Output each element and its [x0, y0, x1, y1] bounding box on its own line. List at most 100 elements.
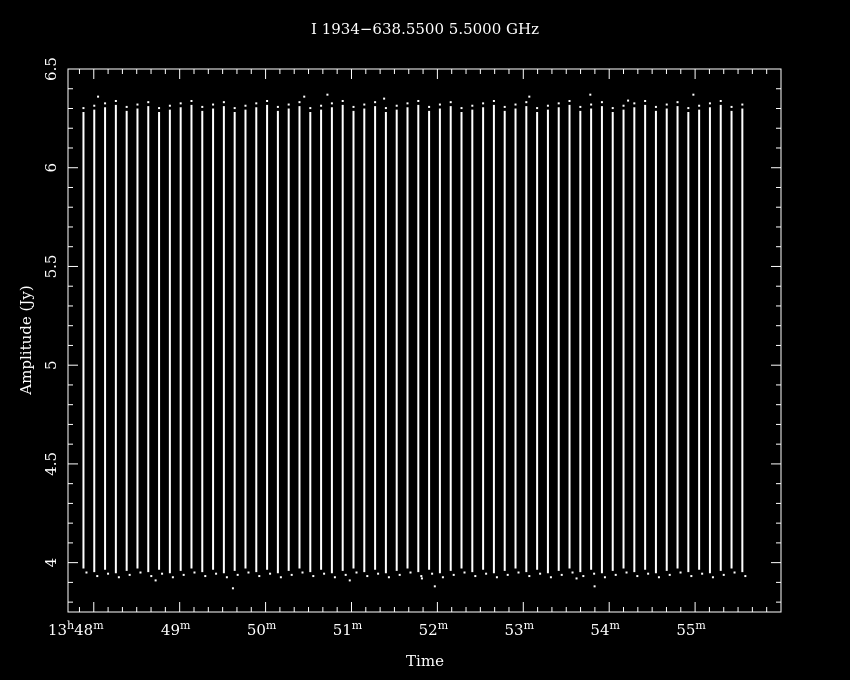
- y-tick-labels: 4 4.5 5 5.5 6 6.5: [42, 57, 60, 567]
- data-point: [168, 104, 171, 107]
- data-point: [258, 575, 261, 578]
- x-tick-label: 55m: [676, 619, 706, 639]
- data-point: [320, 104, 323, 107]
- data-point: [139, 571, 142, 574]
- data-point: [614, 573, 617, 576]
- axis-ticks: [68, 68, 782, 612]
- data-point: [290, 573, 293, 576]
- outlier-point: [383, 97, 386, 100]
- data-point: [117, 576, 120, 579]
- data-point: [636, 575, 639, 578]
- outlier-point: [303, 95, 306, 98]
- data-point: [406, 102, 409, 105]
- data-point: [514, 103, 517, 106]
- data-point: [603, 576, 606, 579]
- x-tick-label: 53m: [505, 619, 535, 639]
- data-point: [698, 104, 701, 107]
- data-point: [744, 575, 747, 578]
- data-point: [647, 572, 650, 575]
- data-point: [593, 572, 596, 575]
- data-point: [428, 105, 431, 108]
- data-point: [571, 571, 574, 574]
- outlier-point: [348, 579, 351, 582]
- data-point: [96, 575, 99, 578]
- data-point: [485, 572, 488, 575]
- data-point: [222, 101, 225, 104]
- data-point: [463, 571, 466, 574]
- data-point: [622, 104, 625, 107]
- outlier-point: [154, 579, 157, 582]
- outlier-point: [420, 577, 423, 580]
- outlier-point: [627, 99, 630, 102]
- data-point: [701, 572, 704, 575]
- y-tick-label: 6: [42, 163, 60, 173]
- data-point: [633, 102, 636, 105]
- data-point: [323, 572, 326, 575]
- data-point: [344, 573, 347, 576]
- data-point: [398, 573, 401, 576]
- data-point: [417, 99, 420, 102]
- data-point: [330, 102, 333, 105]
- data-point: [528, 575, 531, 578]
- data-point: [341, 99, 344, 102]
- data-point: [269, 572, 272, 575]
- x-tick-label: 54m: [590, 619, 620, 639]
- data-point: [244, 104, 247, 107]
- outlier-point: [593, 585, 596, 588]
- data-point: [125, 105, 128, 108]
- y-tick-label: 5: [42, 360, 60, 370]
- outlier-point: [692, 93, 695, 96]
- data-point: [733, 571, 736, 574]
- x-tick-label: 13h48m: [48, 619, 104, 639]
- data-point: [104, 102, 107, 105]
- data-point: [657, 576, 660, 579]
- data-point: [93, 104, 96, 107]
- data-point: [287, 103, 290, 106]
- x-tick-label: 52m: [419, 619, 449, 639]
- data-point: [247, 571, 250, 574]
- data-point: [114, 99, 117, 102]
- data-point: [730, 105, 733, 108]
- data-point: [107, 572, 110, 575]
- data-point: [236, 573, 239, 576]
- data-point: [147, 101, 150, 104]
- data-point: [441, 576, 444, 579]
- y-tick-label: 6.5: [42, 57, 60, 81]
- data-point: [665, 103, 668, 106]
- data-point: [449, 101, 452, 104]
- plot-frame: [67, 68, 782, 613]
- data-point: [255, 102, 258, 105]
- data-point: [136, 103, 139, 106]
- data-point: [590, 103, 593, 106]
- y-tick-label: 4: [42, 558, 60, 568]
- outlier-point: [575, 577, 578, 580]
- data-point: [363, 103, 366, 106]
- data-point: [215, 572, 218, 575]
- data-point: [679, 571, 682, 574]
- data-point: [309, 107, 312, 110]
- data-point: [557, 102, 560, 105]
- data-point: [204, 575, 207, 578]
- data-point: [474, 575, 477, 578]
- data-point: [366, 575, 369, 578]
- data-point: [182, 573, 185, 576]
- data-point: [495, 576, 498, 579]
- data-point: [374, 101, 377, 104]
- data-point: [471, 104, 474, 107]
- data-point: [384, 107, 387, 110]
- data-point: [690, 575, 693, 578]
- data-point: [171, 576, 174, 579]
- data-point: [579, 105, 582, 108]
- data-point: [741, 103, 744, 106]
- data-point: [279, 576, 282, 579]
- data-point: [546, 104, 549, 107]
- data-point: [600, 101, 603, 104]
- data-point: [395, 104, 398, 107]
- data-point: [201, 105, 204, 108]
- data-point: [85, 571, 88, 574]
- y-tick-label: 5.5: [42, 255, 60, 279]
- data-point: [355, 571, 358, 574]
- outlier-point: [231, 587, 234, 590]
- data-point: [482, 102, 485, 105]
